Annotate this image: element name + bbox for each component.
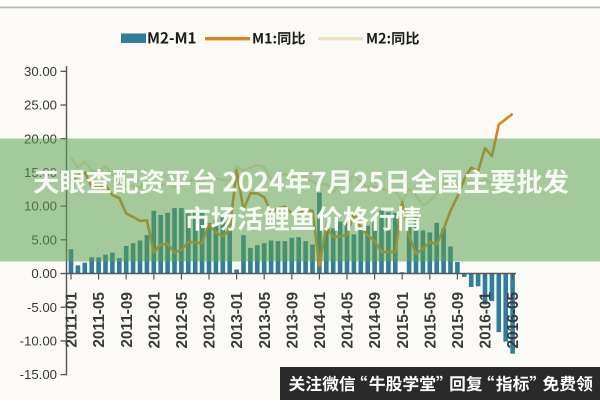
svg-text:2013-01: 2013-01 <box>229 292 246 349</box>
svg-text:2015-01: 2015-01 <box>395 292 412 349</box>
svg-text:2016-01: 2016-01 <box>478 292 495 349</box>
svg-text:-10.00: -10.00 <box>20 334 57 349</box>
svg-text:2011-05: 2011-05 <box>91 292 108 348</box>
svg-text:2015-05: 2015-05 <box>422 292 439 349</box>
svg-text:2016-05: 2016-05 <box>505 292 522 349</box>
svg-text:2011-01: 2011-01 <box>64 292 81 348</box>
svg-text:25.00: 25.00 <box>24 98 57 113</box>
svg-text:2014-01: 2014-01 <box>312 292 329 349</box>
svg-text:30.00: 30.00 <box>24 64 57 79</box>
svg-text:-5.00: -5.00 <box>27 300 57 315</box>
svg-text:2014-05: 2014-05 <box>340 292 357 349</box>
svg-text:2012-05: 2012-05 <box>174 292 191 349</box>
svg-text:2012-01: 2012-01 <box>146 292 163 349</box>
svg-text:2013-09: 2013-09 <box>284 292 301 348</box>
svg-text:2015-09: 2015-09 <box>450 292 467 348</box>
svg-text:2012-09: 2012-09 <box>202 292 219 348</box>
svg-text:2013-05: 2013-05 <box>257 292 274 349</box>
svg-text:2014-09: 2014-09 <box>367 292 384 348</box>
svg-text:-15.00: -15.00 <box>20 367 57 382</box>
svg-text:0.00: 0.00 <box>31 266 57 281</box>
svg-text:2011-09: 2011-09 <box>119 292 136 348</box>
